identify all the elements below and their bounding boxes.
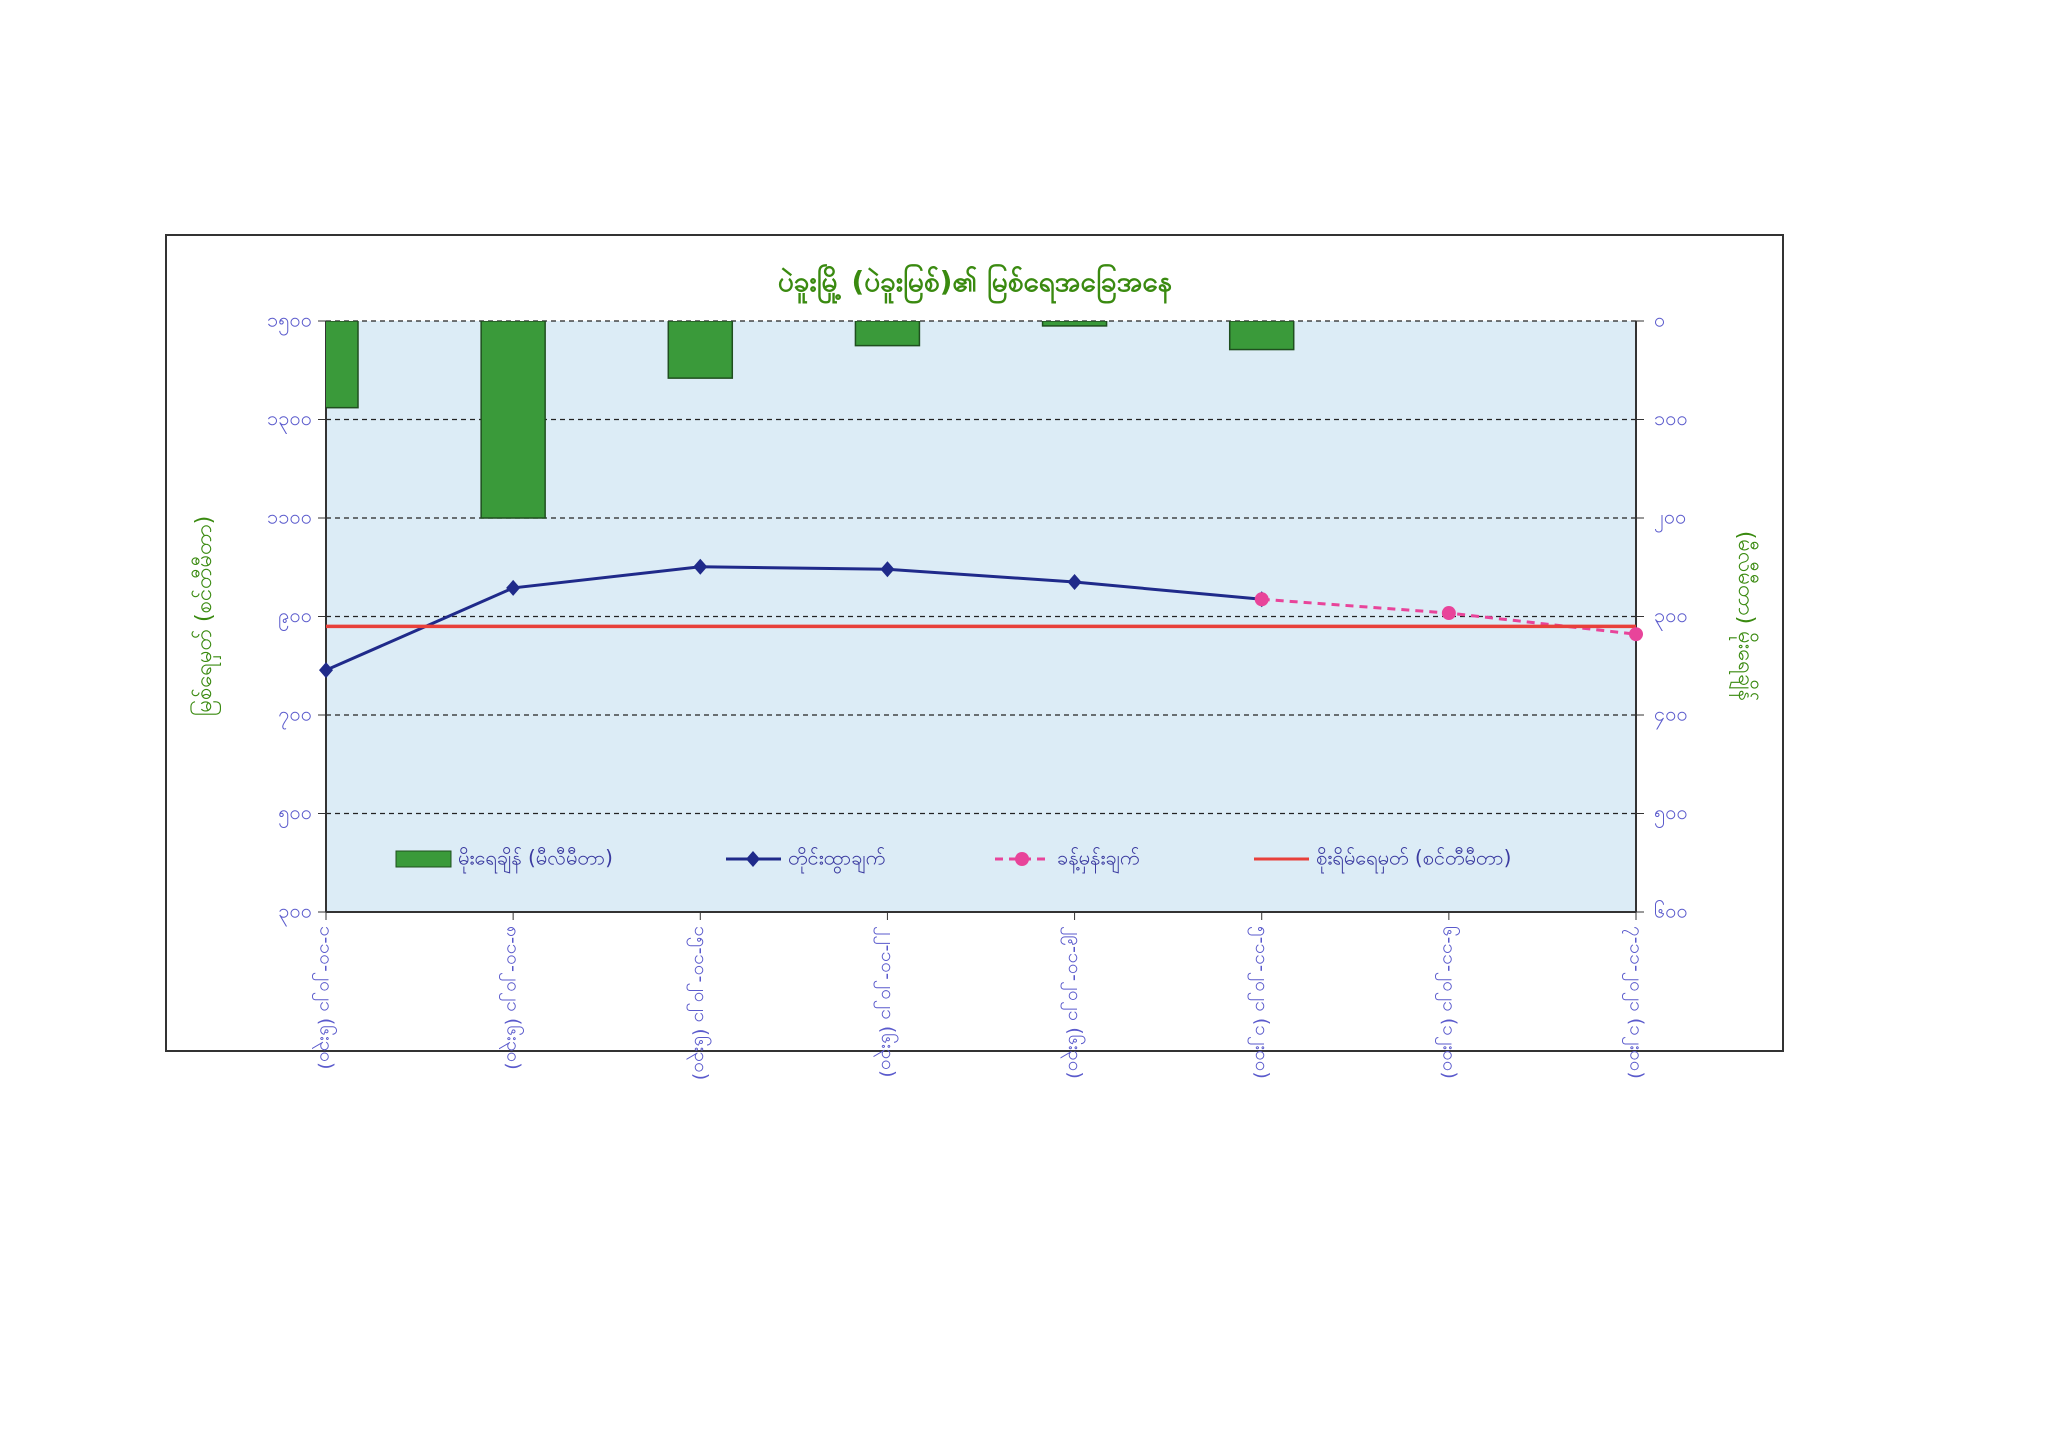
- x-tick-label: ၆-၁၁-၂၀၂၁ (၁၂း၀၀): [1434, 926, 1461, 1079]
- y-tick-label: ၃၀၀: [278, 899, 312, 927]
- bar: [1041, 321, 1108, 327]
- x-tick-label: ၁-၁၀-၂၀၂၁ (၆း၃၀): [312, 926, 339, 1070]
- legend-swatch: [395, 850, 452, 868]
- x-tick-label: ၅-၁၁-၂၀၂၁ (၁၂း၀၀): [1247, 926, 1273, 1079]
- y2-tick-label: ၃၀၀: [1654, 603, 1688, 631]
- plot-series: [326, 321, 1636, 672]
- legend-marker: [1015, 852, 1029, 866]
- marker: [1441, 606, 1456, 621]
- marker: [693, 558, 708, 575]
- bar: [480, 321, 546, 519]
- bar: [326, 321, 359, 409]
- x-tick-label: ၇-၁၁-၂၀၂၁ (၁၂း၀၀): [1622, 926, 1648, 1079]
- y-tick-label: ၅၀၀: [278, 800, 312, 828]
- bar: [854, 321, 921, 347]
- x-tick-label: ၂၉-၁၀-၂၀၂၁ (၆း၃၀): [1060, 926, 1087, 1079]
- legend-label: မိုးရေချိန် (မီလီမီတာ): [458, 846, 613, 874]
- y-tick-label: ၁၅၀၀: [267, 308, 312, 336]
- marker: [1067, 574, 1082, 591]
- marker: [1629, 627, 1643, 642]
- y2-tick-label: ၅၀၀: [1654, 800, 1688, 828]
- y-axis-label: မြစ်ရေမှတ် (စင်တီမီတာ): [190, 516, 222, 716]
- y2-axis-label: (မီလီမီတာ) မိုးရေချိန်: [1729, 531, 1759, 701]
- legend-label: စိုးရိမ်ရေမှတ် (စင်တီမီတာ): [1316, 846, 1511, 874]
- y-tick-label: ၁၁၀၀: [267, 505, 312, 529]
- y2-tick-label: ၁၀၀: [1654, 406, 1688, 430]
- x-tick-label: ၁၅-၁၀-၂၀၂၁ (၆း၃၀): [686, 926, 713, 1080]
- line: [326, 565, 1262, 672]
- y2-tick-label: ၄၀၀: [1654, 702, 1688, 730]
- x-tick-label: ၈-၁၀-၂၀၂၁ (၆း၃၀): [499, 926, 526, 1070]
- y2-tick-label: ၀: [1654, 308, 1665, 332]
- bar: [667, 321, 734, 379]
- y2-tick-label: ၂၀၀: [1654, 505, 1686, 533]
- y-tick-label: ၇၀၀: [278, 702, 312, 730]
- legend-marker: [746, 851, 760, 867]
- legend-label: ခန့်မှန်းချက်: [1057, 846, 1139, 874]
- y-tick-label: ၁၃၀၀: [267, 406, 312, 434]
- y-tick-label: ၉၀၀: [278, 603, 312, 631]
- marker: [1254, 592, 1269, 607]
- marker: [506, 579, 521, 596]
- y2-tick-label: ၆၀၀: [1654, 899, 1688, 923]
- marker: [880, 561, 895, 578]
- x-tick-label: ၂၂-၁၀-၂၀၂၁ (၆း၃၀): [873, 926, 900, 1078]
- bar: [1228, 321, 1295, 351]
- legend-label: တိုင်းထွာချက်: [788, 846, 885, 874]
- marker: [319, 662, 333, 679]
